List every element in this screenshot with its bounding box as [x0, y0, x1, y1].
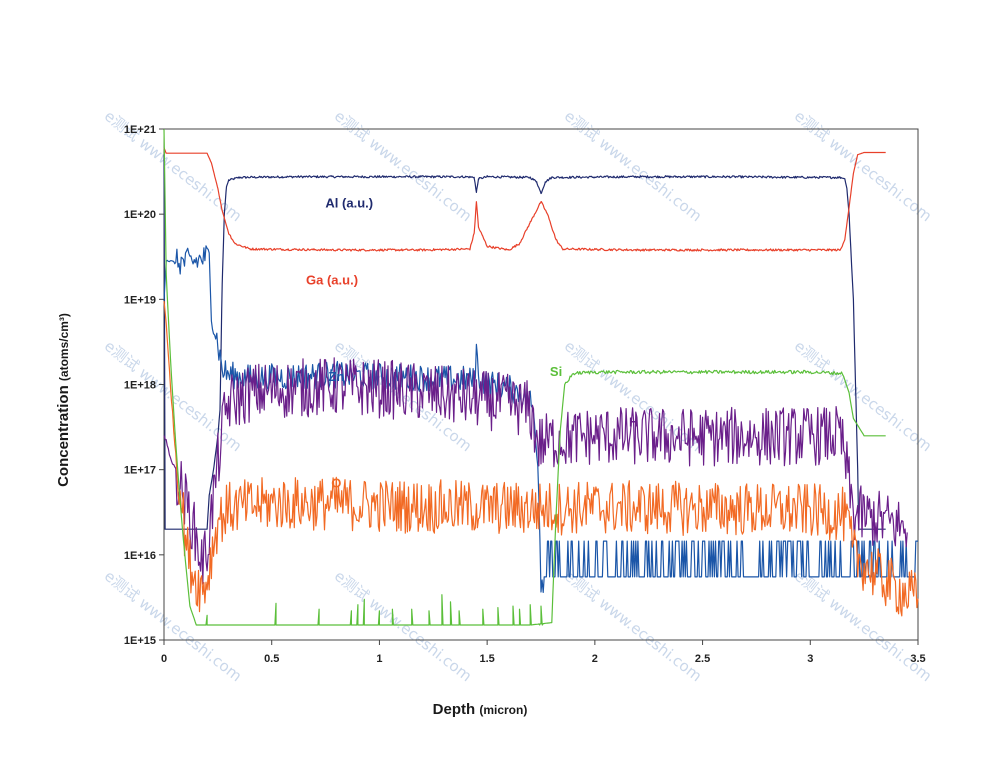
series-line-h: [163, 357, 908, 585]
y-axis: 1E+15 1E+16 1E+17 1E+18 1E+19 1E+20 1E+21: [124, 124, 164, 647]
series-label-o: O: [331, 475, 341, 490]
series-label-zn: Zn: [328, 369, 344, 384]
y-tick-label-0: 1E+15: [124, 635, 156, 647]
watermark-2: e测试 www.eceshi.com: [561, 107, 705, 225]
x-tick-label-6: 3: [807, 653, 813, 665]
x-tick-label-2: 1: [376, 653, 382, 665]
watermark-9: e测试 www.eceshi.com: [331, 567, 475, 685]
series-label-al-a-u: Al (a.u.): [325, 195, 373, 210]
y-tick-label-4: 1E+19: [124, 294, 156, 306]
watermark-8: e测试 www.eceshi.com: [101, 567, 245, 685]
x-axis: 0 0.5 1 1.5 2 2.5 3 3.5: [161, 640, 926, 665]
watermark-3: e测试 www.eceshi.com: [791, 107, 935, 225]
x-tick-label-0: 0: [161, 653, 167, 665]
series-layer: [163, 128, 919, 626]
watermark-0: e测试 www.eceshi.com: [101, 107, 245, 225]
series-line-si: [163, 128, 886, 626]
x-tick-label-5: 2.5: [695, 653, 710, 665]
series-line-o: [163, 301, 919, 617]
series-label-ga-a-u: Ga (a.u.): [306, 272, 358, 287]
x-tick-label-7: 3.5: [910, 653, 925, 665]
y-tick-label-2: 1E+17: [124, 465, 156, 477]
x-tick-label-3: 1.5: [479, 653, 494, 665]
series-label-layer: Al (a.u.) Ga (a.u.) Zn H O Si: [306, 195, 638, 490]
y-axis-title: Concentration (atoms/cm³): [55, 313, 72, 487]
series-line-zn: [163, 245, 918, 593]
y-tick-label-6: 1E+21: [124, 124, 156, 136]
watermark-7: e测试 www.eceshi.com: [791, 337, 935, 455]
x-tick-label-1: 0.5: [264, 653, 279, 665]
watermark-10: e测试 www.eceshi.com: [561, 567, 705, 685]
y-tick-label-3: 1E+18: [124, 380, 156, 392]
series-label-si: Si: [550, 364, 562, 379]
series-line-al-a-u: [163, 154, 886, 530]
x-axis-title: Depth (micron): [433, 701, 528, 718]
series-label-h: H: [629, 415, 638, 430]
x-tick-label-4: 2: [592, 653, 598, 665]
y-tick-label-1: 1E+16: [124, 550, 156, 562]
y-tick-label-5: 1E+20: [124, 209, 156, 221]
series-line-ga-a-u: [163, 147, 886, 252]
